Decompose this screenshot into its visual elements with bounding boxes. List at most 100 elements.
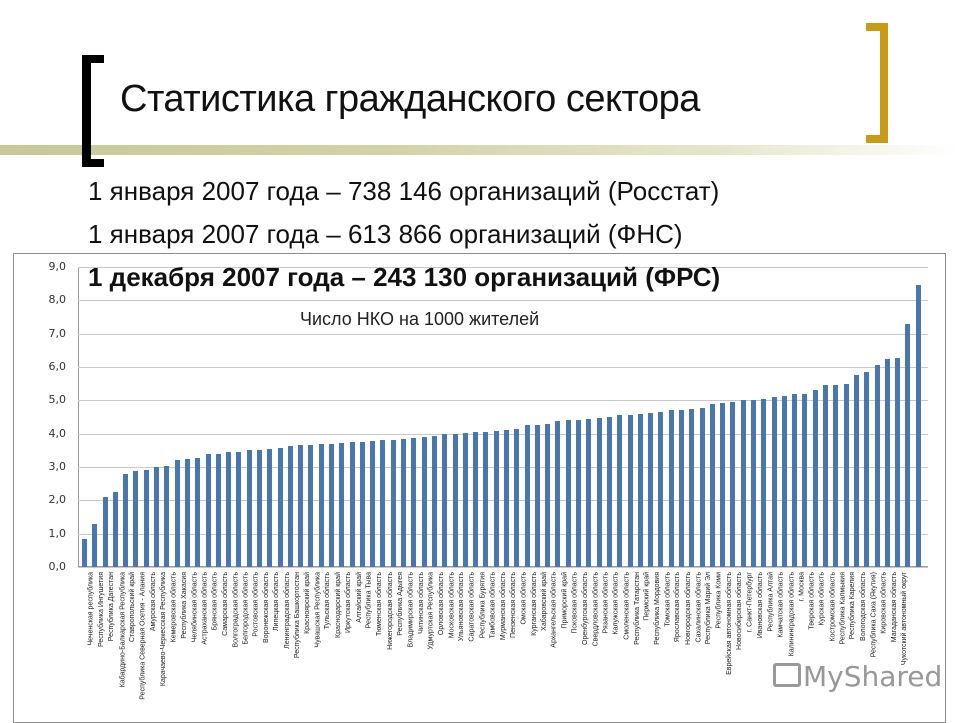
x-axis <box>78 566 928 567</box>
y-tick-label: 0,0 <box>48 560 67 573</box>
x-tick-label: Свердловская область <box>592 572 600 647</box>
x-tick-label: Республика Алтай <box>767 572 775 632</box>
bar <box>215 453 221 567</box>
x-tick-label: Тульская область <box>324 572 332 630</box>
bar <box>256 450 262 567</box>
bar <box>905 323 911 567</box>
bar <box>874 365 880 567</box>
bar <box>380 440 386 567</box>
x-tick-label: Новгородская область <box>684 572 692 645</box>
bar <box>462 433 468 567</box>
x-tick-label: Новосибирская область <box>736 572 744 650</box>
bar <box>143 470 149 567</box>
bar <box>524 425 530 567</box>
bar <box>617 415 623 567</box>
x-tick-label: Ивановская область <box>757 572 765 639</box>
x-tick-label: Чеченская республика <box>88 572 95 646</box>
x-tick-label: г. Санкт-Петербург <box>746 572 754 633</box>
x-tick-label: Смоленская область <box>623 572 631 640</box>
x-tick-label: Брянская область <box>211 572 219 631</box>
x-tick-label: Еврейская автономная область <box>726 572 734 675</box>
bar <box>596 417 602 567</box>
gridline <box>78 500 928 502</box>
stat-line-rosstat: 1 января 2007 года – 738 146 организаций… <box>88 176 720 206</box>
chart-plot-area <box>78 267 928 568</box>
bar <box>431 436 437 567</box>
x-tick-label: Республика Татарстан <box>633 572 641 645</box>
x-tick-label: Ростовская область <box>252 572 260 637</box>
x-tick-label: Ставропольский край <box>129 572 137 642</box>
x-tick-label: Московская область <box>448 572 456 639</box>
bar <box>823 385 829 567</box>
x-tick-label: Республика Башкортостан <box>293 572 301 659</box>
bar <box>318 444 324 567</box>
bar <box>781 396 787 567</box>
bar <box>493 431 499 567</box>
x-tick-label: Псковская область <box>571 572 579 634</box>
x-tick-label: Липецкая область <box>273 572 281 631</box>
x-tick-label: Пензенская область <box>510 572 517 638</box>
watermark-text: MyShared <box>803 660 943 693</box>
bar <box>699 407 705 567</box>
x-tick-label: Владимирская область <box>407 572 415 648</box>
chart-title: Число НКО на 1000 жителей <box>300 309 540 329</box>
x-tick-label: Ярославская область <box>674 572 682 643</box>
gridline <box>78 367 928 368</box>
x-tick-label: Астраханская область <box>201 572 209 645</box>
x-tick-label: Орловская область <box>437 572 445 636</box>
right-bracket-decoration <box>866 23 888 143</box>
x-tick-label: Пермский край <box>643 572 651 621</box>
bar <box>751 399 757 567</box>
bar <box>761 398 767 567</box>
bar <box>267 449 273 567</box>
gridline <box>78 433 928 435</box>
bar <box>112 492 118 567</box>
bar <box>236 451 242 567</box>
bar <box>555 421 561 567</box>
x-tick-label: Мурманская область <box>499 572 507 641</box>
x-tick-label: Краснодарский край <box>335 572 343 638</box>
x-tick-label: Рязанская область <box>602 572 610 634</box>
x-tick-label: Сахалинская область <box>695 572 703 643</box>
gridline <box>78 267 928 268</box>
bar <box>720 403 726 567</box>
bar <box>164 466 170 567</box>
x-tick-label: Кемеровская область <box>170 572 178 643</box>
bar <box>864 372 870 567</box>
gridline <box>78 400 928 402</box>
x-tick-label: Белгородская область <box>242 572 250 645</box>
x-tick-label: Республика Северная Осетия - Алания <box>139 572 147 700</box>
x-tick-label: Ленинградская область <box>283 572 291 649</box>
bar <box>545 423 551 567</box>
left-bracket-decoration <box>82 55 104 167</box>
bar <box>689 408 695 567</box>
bar <box>853 375 859 567</box>
y-axis <box>78 267 79 567</box>
bar <box>843 383 849 567</box>
bar <box>514 428 520 567</box>
y-tick-label: 9,0 <box>48 260 67 273</box>
x-tick-label: Республика Бурятия <box>479 572 487 639</box>
x-tick-label: Кабардино-Балкарская Республика <box>118 572 126 688</box>
x-tick-label: Омская область <box>520 572 528 625</box>
bar <box>195 458 201 567</box>
y-tick-label: 8,0 <box>48 293 67 307</box>
y-tick-label: 2,0 <box>48 493 67 507</box>
bar <box>411 437 417 567</box>
bar <box>534 425 540 567</box>
stat-line-frs: 1 декабря 2007 года – 243 130 организаци… <box>88 262 721 292</box>
x-tick-label: Красноярский край <box>304 572 312 634</box>
bar <box>637 413 643 567</box>
bar <box>82 538 87 567</box>
bar <box>421 437 427 567</box>
bar <box>298 444 304 567</box>
bar <box>895 358 901 567</box>
bar <box>401 438 407 567</box>
bar <box>606 417 612 567</box>
header-divider-line <box>0 145 960 155</box>
x-tick-label: Курганская область <box>530 572 538 636</box>
bar <box>277 448 283 567</box>
x-tick-label: Удмуртская Республика <box>427 572 435 650</box>
x-tick-label: Чувашская Республика <box>314 572 322 648</box>
bar <box>668 410 674 567</box>
